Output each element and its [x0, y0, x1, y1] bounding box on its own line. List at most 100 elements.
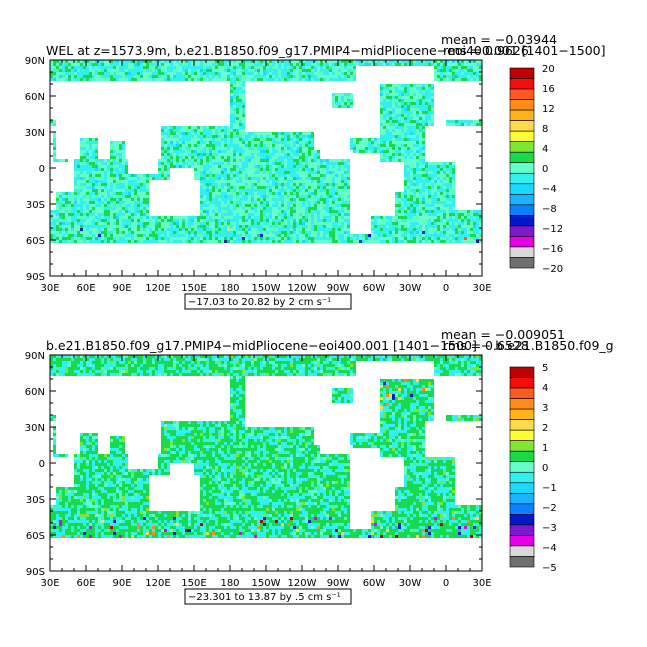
mean-label: mean = −0.03944 — [441, 32, 557, 47]
x-tick-label: 120E — [145, 283, 170, 294]
colorbar-box — [509, 99, 535, 111]
colorbar-box — [509, 514, 535, 526]
colorbar-label: 3 — [542, 403, 548, 414]
colorbar-box — [509, 204, 535, 216]
x-tick-label: 90E — [112, 283, 131, 294]
colorbar-label: 8 — [542, 124, 548, 135]
x-tick-label: 30W — [399, 578, 422, 589]
x-tick-label: 180 — [220, 578, 239, 589]
colorbar-box — [509, 377, 535, 389]
colorbar-label: −4 — [542, 184, 557, 195]
colorbar-box — [509, 194, 535, 206]
x-tick-label: 30W — [399, 283, 422, 294]
x-tick-label: 60E — [76, 283, 95, 294]
colorbar-box — [509, 215, 535, 227]
colorbar-label: −12 — [542, 224, 563, 235]
ocean-field — [50, 60, 482, 243]
colorbar-label: 0 — [542, 164, 548, 175]
x-tick-label: 0 — [443, 283, 449, 294]
y-tick-label: 90S — [26, 272, 45, 283]
colorbar-box — [509, 109, 535, 121]
y-tick-label: 90N — [25, 56, 45, 67]
y-tick-label: 30S — [26, 495, 45, 506]
ocean-field — [50, 355, 482, 538]
chart-title: b.e21.B1850.f09_g17.PMIP4−midPliocene−eo… — [46, 338, 614, 353]
y-tick-label: 30S — [26, 200, 45, 211]
range-note: −17.03 to 20.82 by 2 cm s⁻¹ — [188, 297, 331, 308]
x-tick-label: 150W — [252, 283, 281, 294]
colorbar-box — [509, 503, 535, 515]
rms-label: rms = 0.6528 — [443, 338, 529, 353]
x-tick-label: 150W — [252, 578, 281, 589]
colorbar-box — [509, 225, 535, 237]
colorbar-label: −3 — [542, 523, 557, 534]
y-tick-label: 0 — [39, 164, 45, 175]
colorbar-box — [509, 130, 535, 142]
colorbar-box — [509, 172, 535, 185]
colorbar-label: 16 — [542, 84, 555, 95]
x-tick-label: 30E — [472, 578, 491, 589]
x-tick-label: 90W — [327, 283, 350, 294]
colorbar: 5 4 3 2 1 0 −1 −2 −3 −4 −5 — [509, 363, 557, 574]
colorbar: 20 16 12 8 4 0 −4 −8 −12 −16 −20 — [509, 64, 563, 275]
chart-title: WEL at z=1573.9m, b.e21.B1850.f09_g17.PM… — [46, 43, 606, 58]
colorbar-box — [509, 524, 535, 536]
colorbar-box — [509, 387, 535, 399]
x-tick-label: 60W — [363, 283, 386, 294]
colorbar-box — [509, 162, 535, 174]
colorbar-label: 12 — [542, 104, 555, 115]
x-tick-label: 90W — [327, 578, 350, 589]
colorbar-box — [509, 398, 535, 410]
colorbar-label: 5 — [542, 363, 548, 374]
y-tick-label: 30N — [25, 423, 45, 434]
rms-label: rms = 0.9626 — [443, 43, 529, 58]
colorbar-box — [509, 78, 535, 90]
range-note-box: −17.03 to 20.82 by 2 cm s⁻¹ — [184, 293, 352, 310]
y-tick-label: 60N — [25, 92, 45, 103]
colorbar-box — [509, 493, 535, 505]
range-note-box: −23.301 to 13.87 by .5 cm s⁻¹ — [184, 588, 352, 605]
x-tick-label: 90E — [112, 578, 131, 589]
colorbar-label: 2 — [542, 423, 548, 434]
colorbar-label: −1 — [542, 483, 557, 494]
colorbar-label: −20 — [542, 264, 563, 275]
x-tick-label: 60W — [363, 578, 386, 589]
x-tick-label: 0 — [443, 578, 449, 589]
x-tick-label: 60E — [76, 578, 95, 589]
colorbar-label: 20 — [542, 64, 555, 75]
colorbar-label: 4 — [542, 144, 548, 155]
colorbar-box — [509, 88, 535, 100]
colorbar-box — [509, 141, 535, 153]
y-tick-label: 60S — [26, 531, 45, 542]
range-box-frame — [184, 293, 352, 310]
colorbar-label: 1 — [542, 443, 548, 454]
colorbar-label: −2 — [542, 503, 557, 514]
colorbar-box — [509, 183, 535, 195]
colorbar-box — [509, 450, 535, 463]
y-tick-label: 60N — [25, 387, 45, 398]
x-tick-label: 30E — [40, 578, 59, 589]
range-box-frame — [184, 588, 352, 605]
y-tick-label: 90S — [26, 567, 45, 578]
x-tick-label: 150E — [181, 283, 206, 294]
colorbar-label: 4 — [542, 383, 548, 394]
colorbar-box — [509, 67, 535, 79]
y-tick-label: 0 — [39, 459, 45, 470]
colorbar-box — [509, 151, 535, 164]
range-note: −23.301 to 13.87 by .5 cm s⁻¹ — [188, 592, 341, 603]
y-tick-label: 60S — [26, 236, 45, 247]
mean-label: mean = −0.009051 — [441, 327, 565, 342]
colorbar-box — [509, 556, 535, 568]
colorbar-box — [509, 535, 535, 547]
colorbar-box — [509, 440, 535, 452]
colorbar-box — [509, 246, 535, 258]
colorbar-label: −16 — [542, 244, 563, 255]
x-tick-label: 30E — [472, 283, 491, 294]
colorbar-label: 0 — [542, 463, 548, 474]
x-tick-label: 150E — [181, 578, 206, 589]
colorbar-box — [509, 236, 535, 248]
y-tick-label: 90N — [25, 351, 45, 362]
map-panel-1: 30E 60E 90E 120E 150E 180 150W 120W 90W 60W 30W 0 30… — [25, 32, 606, 310]
x-tick-label: 180 — [220, 283, 239, 294]
